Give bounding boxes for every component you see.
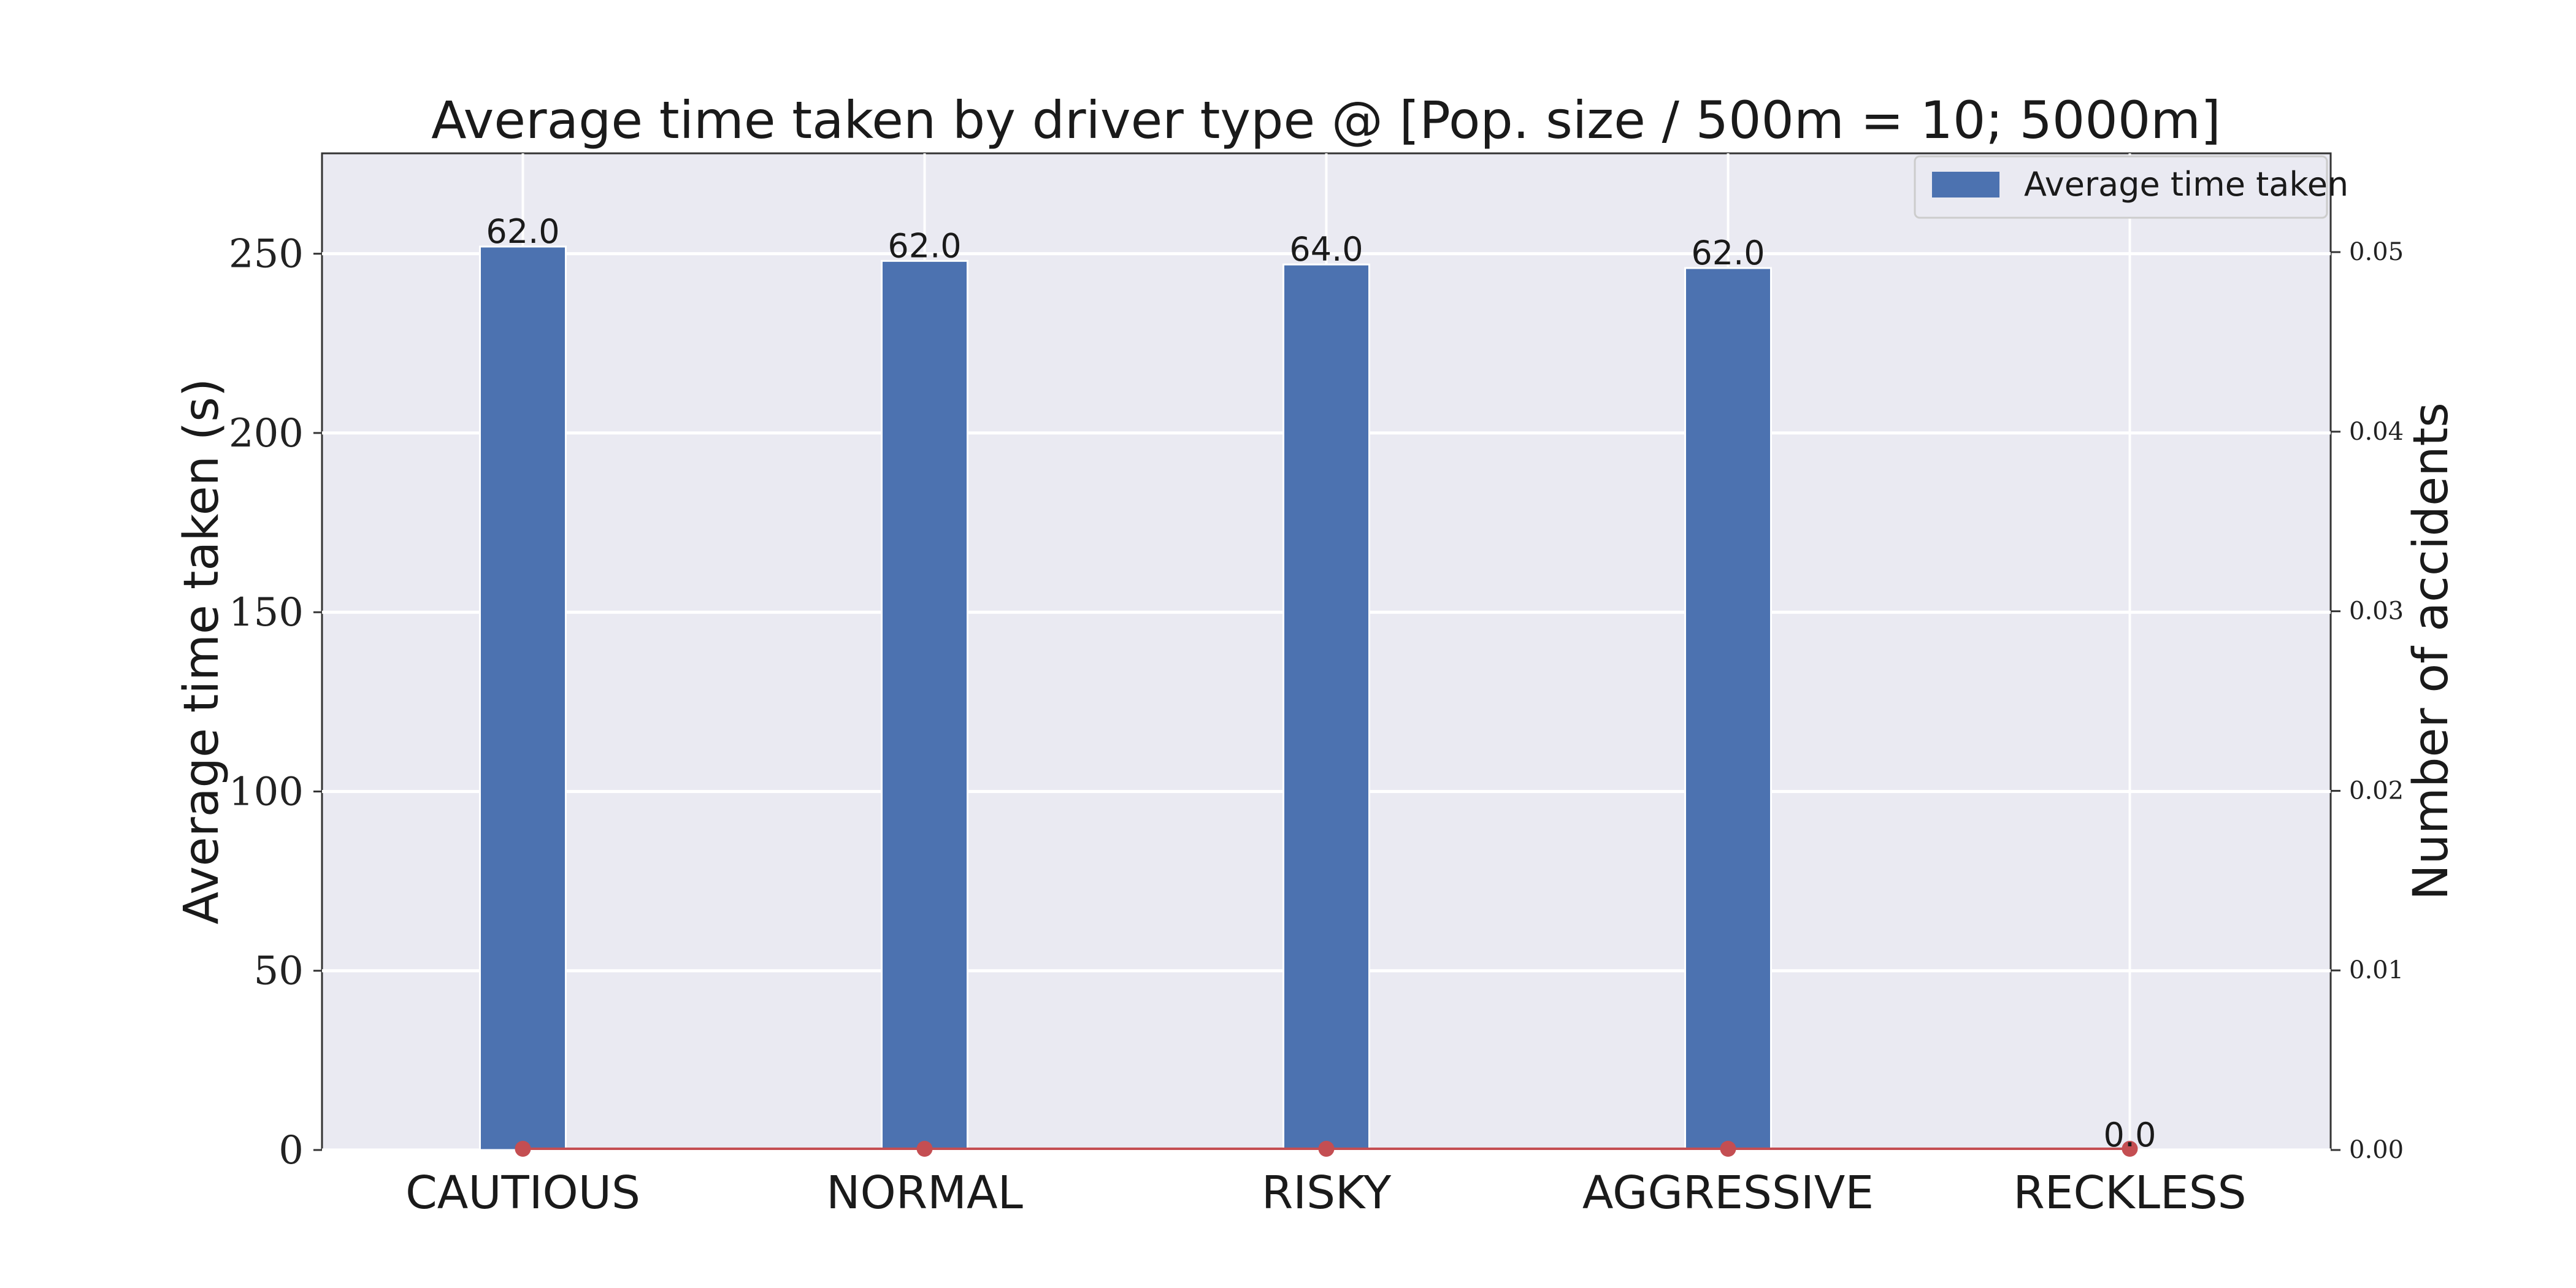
accident-point-aggressive: [1720, 1141, 1736, 1157]
data-label-cautious: 62.0: [486, 212, 559, 251]
accident-point-reckless: [2122, 1141, 2138, 1157]
x-tick-label-aggressive: AGGRESSIVE: [1582, 1167, 1874, 1219]
y-axis-label: Average time taken (s): [174, 378, 229, 925]
chart-title: Average time taken by driver type @ [Pop…: [431, 90, 2221, 150]
bar-normal: [881, 259, 968, 1151]
x-tick-label-cautious: CAUTIOUS: [405, 1167, 640, 1219]
y-tick-label: 100: [229, 769, 304, 815]
y-tick-label: 250: [229, 232, 304, 277]
y-tick-label: 0: [278, 1128, 304, 1173]
x-axis-ticks: CAUTIOUS NORMAL RISKY AGGRESSIVE RECKLESS: [405, 1167, 2247, 1219]
y-tick-label: 150: [229, 590, 304, 635]
bar-aggressive: [1684, 267, 1772, 1151]
y-tick-label: 200: [229, 411, 304, 456]
x-tick-label-normal: NORMAL: [826, 1167, 1023, 1219]
x-tick-label-risky: RISKY: [1262, 1167, 1392, 1219]
data-label-aggressive: 62.0: [1691, 234, 1765, 272]
legend: Average time taken: [1914, 155, 2348, 219]
y2-tick-label: 0.01: [2349, 956, 2404, 984]
bar-risky: [1282, 263, 1370, 1151]
x-tick-label-reckless: RECKLESS: [2013, 1167, 2246, 1219]
y2-tick-label: 0.04: [2349, 418, 2404, 446]
y2-tick-label: 0.05: [2349, 238, 2404, 266]
y2-tick-label: 0.00: [2349, 1136, 2404, 1164]
legend-swatch: [1932, 172, 1999, 197]
legend-box: [1914, 155, 2328, 219]
bar-cautious: [479, 245, 567, 1151]
data-labels: 62.0 62.0 64.0 62.0 0.0: [486, 212, 2156, 1154]
y-tick-label: 50: [254, 949, 304, 994]
y2-axis-ticks: 0.00 0.01 0.02 0.03 0.04 0.05: [2331, 238, 2404, 1164]
accident-point-normal: [916, 1141, 933, 1157]
y2-tick-label: 0.02: [2349, 776, 2404, 805]
y2-tick-label: 0.03: [2349, 597, 2404, 626]
legend-label: Average time taken: [2024, 165, 2348, 204]
accident-point-cautious: [515, 1141, 531, 1157]
y-axis-ticks: 0 50 100 150 200 250: [229, 232, 322, 1173]
y2-axis-label: Number of accidents: [2404, 402, 2459, 900]
accident-line: [515, 1141, 2138, 1157]
data-label-risky: 64.0: [1289, 230, 1363, 269]
accident-point-risky: [1318, 1141, 1335, 1157]
data-label-normal: 62.0: [887, 226, 961, 265]
bars: [479, 245, 1772, 1151]
data-label-reckless: 0.0: [2104, 1116, 2156, 1154]
